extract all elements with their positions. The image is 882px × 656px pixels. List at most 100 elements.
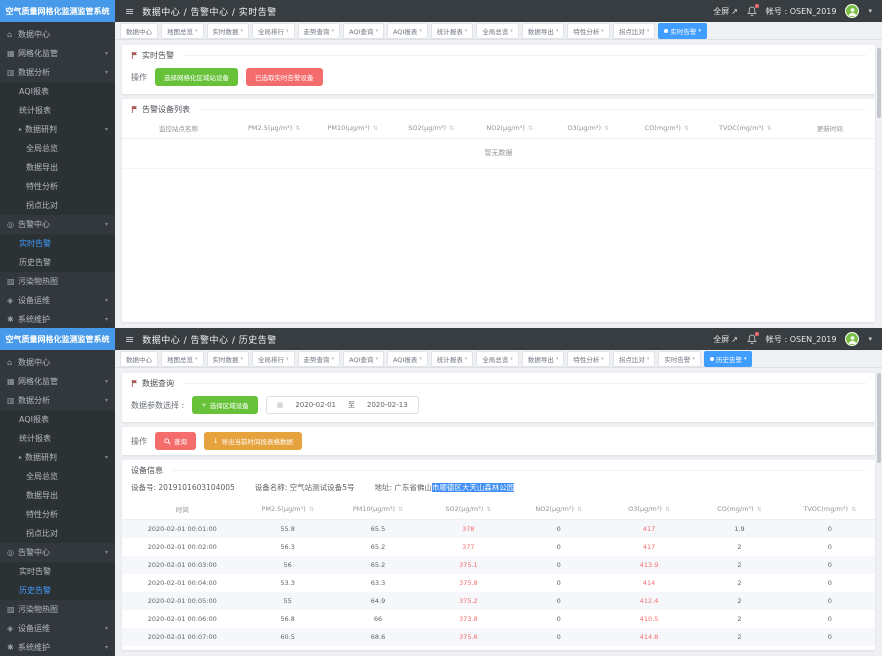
sidebar-item[interactable]: 统计报表 [0,101,115,120]
sort-icon[interactable]: ⇅ [295,125,301,132]
fullscreen-button[interactable]: 全屏 ↗ [713,334,738,345]
sort-icon[interactable]: ⇅ [372,125,378,132]
column-header[interactable]: TVOC(mg/m³) ⇅ [784,499,875,520]
search-button[interactable]: 查询 [155,432,196,450]
nav-tab[interactable]: AQI查询 ▾ [343,22,384,39]
select-grid-device-button[interactable]: 选择网格化区域站设备 [155,68,238,86]
sort-icon[interactable]: ⇅ [486,506,492,513]
sidebar-item[interactable]: 数据中心 [0,353,115,372]
sidebar-item[interactable]: 数据中心 [0,25,115,44]
sidebar-item[interactable]: 实时告警 [0,562,115,581]
nav-tab[interactable]: 实时告警 ▾ [658,350,701,367]
breadcrumb[interactable]: 数据中心 / 告警中心 / 实时告警 [142,7,277,18]
column-header[interactable]: SO2(μg/m³) ⇅ [423,499,514,520]
selected-alarm-device-button[interactable]: 已选取实时告警设备 [246,68,323,86]
nav-tab[interactable]: 特性分析 ▾ [567,22,610,39]
table-row[interactable]: 2020-02-01 00:02:00 56.3 65.2 377 0 417 … [122,538,875,556]
user-menu-caret-icon[interactable]: ▾ [868,335,872,343]
export-button[interactable]: ↓ 导出当前时间段表格数据 [204,432,302,450]
sidebar-item[interactable]: 系统维护 ▾ [0,638,115,656]
sidebar-item[interactable]: 污染物热图 [0,600,115,619]
nav-tab[interactable]: 全局总览 ▾ [476,350,519,367]
column-header[interactable]: TVOC(mg/m³) ⇅ [706,118,785,139]
column-header[interactable]: CO(mg/m³) ⇅ [694,499,785,520]
nav-tab[interactable]: 实时告警 ▾ [658,22,707,39]
sort-icon[interactable]: ⇅ [449,125,455,132]
sidebar-item[interactable]: 网格化监管 ▾ [0,44,115,63]
nav-tab[interactable]: AQI查询 ▾ [343,350,384,367]
column-header[interactable]: CO(mg/m³) ⇅ [627,118,707,139]
sidebar-item[interactable]: 特性分析 [0,505,115,524]
table-row[interactable]: 2020-02-01 00:03:00 56 65.2 375.1 0 413.… [122,556,875,574]
nav-tab[interactable]: 实时数据 ▾ [206,350,250,367]
nav-tab[interactable]: AQI报表 ▾ [386,22,428,39]
sidebar-item[interactable]: 统计报表 [0,429,115,448]
sidebar-item[interactable]: 拐点比对 [0,524,115,543]
nav-tab[interactable]: AQI报表 ▾ [386,350,428,367]
sort-icon[interactable]: ⇅ [664,506,670,513]
sort-icon[interactable]: ⇅ [756,506,762,513]
column-header[interactable]: 时间 [122,499,243,520]
breadcrumb[interactable]: 数据中心 / 告警中心 / 历史告警 [142,335,277,346]
hamburger-icon[interactable]: ≡ [125,332,135,346]
fullscreen-button[interactable]: 全屏 ↗ [713,6,738,17]
nav-tab[interactable]: 地图总览 ▾ [161,22,204,39]
sidebar-item[interactable]: 告警中心 ▾ [0,543,115,562]
table-row[interactable]: 2020-02-01 00:01:00 55.8 65.5 378 0 417 … [122,519,875,538]
nav-tab[interactable]: 全局总览 ▾ [476,22,519,39]
sidebar-item[interactable]: 特性分析 [0,177,115,196]
sidebar-item[interactable]: 设备运维 ▾ [0,619,115,638]
notification-bell-icon[interactable] [747,331,759,345]
column-header[interactable]: SO2(μg/m³) ⇅ [391,118,471,139]
sidebar-item[interactable]: 全局总览 [0,139,115,158]
table-row[interactable]: 2020-02-01 00:05:00 55 64.9 375.2 0 412.… [122,592,875,610]
nav-tab[interactable]: 统计报表 ▾ [430,22,474,39]
column-header[interactable]: PM10(μg/m³) ⇅ [332,499,424,520]
column-header[interactable]: O3(μg/m³) ⇅ [549,118,628,139]
nav-tab[interactable]: 全局排行 ▾ [252,350,295,367]
sort-icon[interactable]: ⇅ [851,506,857,513]
scrollbar[interactable] [877,48,881,118]
sidebar-item[interactable]: ▸ 数据研判 ▾ [0,120,115,139]
sidebar-item[interactable]: 系统维护 ▾ [0,310,115,328]
table-row[interactable]: 2020-02-01 00:07:00 60.5 68.6 375.6 0 41… [122,628,875,646]
column-header[interactable]: PM2.5(μg/m³) ⇅ [242,499,333,520]
avatar[interactable] [845,332,860,346]
sidebar-item[interactable]: 历史告警 [0,581,115,600]
date-range-picker[interactable]: ▦ 2020-02-01 至 2020-02-13 [265,396,419,414]
nav-tab[interactable]: 全局排行 ▾ [252,22,295,39]
sort-icon[interactable]: ⇅ [604,125,610,132]
sort-icon[interactable]: ⇅ [683,125,689,132]
column-header[interactable]: O3(μg/m³) ⇅ [603,499,695,520]
sidebar-item[interactable]: 拐点比对 [0,196,115,215]
nav-tab[interactable]: 数据中心 [120,350,158,367]
notification-bell-icon[interactable] [747,3,759,17]
scrollbar[interactable] [877,373,881,463]
hamburger-icon[interactable]: ≡ [125,4,135,18]
sidebar-item[interactable]: AQI报表 [0,410,115,429]
nav-tab[interactable]: 数据中心 [120,22,158,39]
nav-tab[interactable]: 数据导出 ▾ [521,22,565,39]
sort-icon[interactable]: ⇅ [308,506,314,513]
sidebar-item[interactable]: 数据分析 ▾ [0,63,115,82]
sidebar-item[interactable]: 网格化监管 ▾ [0,372,115,391]
select-area-device-button[interactable]: + 选择区域设备 [192,396,258,414]
nav-tab[interactable]: 统计报表 ▾ [430,350,474,367]
column-header[interactable]: PM2.5(μg/m³) ⇅ [234,118,314,139]
column-header[interactable]: NO2(μg/m³) ⇅ [470,118,549,139]
nav-tab[interactable]: 数据导出 ▾ [521,350,565,367]
sidebar-item[interactable]: AQI报表 [0,82,115,101]
sort-icon[interactable]: ⇅ [766,125,772,132]
sort-icon[interactable]: ⇅ [577,506,583,513]
column-header[interactable]: NO2(μg/m³) ⇅ [513,499,604,520]
sidebar-item[interactable]: 数据导出 [0,158,115,177]
table-row[interactable]: 2020-02-01 00:04:00 53.3 63.3 375.8 0 41… [122,574,875,592]
column-header[interactable]: 监控站点名称 [122,118,235,139]
sidebar-item[interactable]: 数据导出 [0,486,115,505]
sort-icon[interactable]: ⇅ [398,506,404,513]
avatar[interactable] [845,4,860,18]
nav-tab[interactable]: 走势查询 ▾ [297,350,341,367]
table-row[interactable]: 2020-02-01 00:08:00 62.4 69.7 375 0 410.… [122,646,875,650]
sidebar-item[interactable]: 数据分析 ▾ [0,391,115,410]
sidebar-item[interactable]: ▸ 数据研判 ▾ [0,448,115,467]
